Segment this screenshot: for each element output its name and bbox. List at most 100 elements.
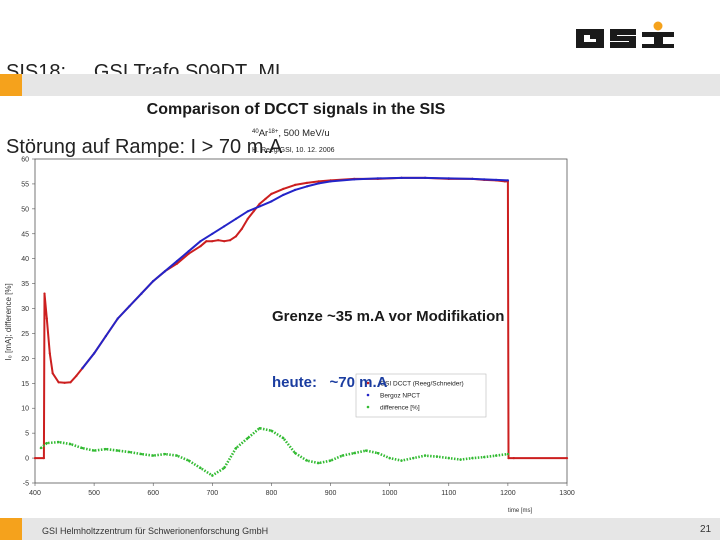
x-tick-label: 1000 [382, 490, 398, 497]
y-tick-label: 0 [25, 456, 29, 463]
series-point [353, 451, 356, 455]
x-tick-label: 1300 [559, 490, 575, 497]
legend-label-diff: difference [%] [380, 405, 420, 412]
series-point [400, 459, 403, 462]
series-point [75, 374, 78, 377]
chart-title: Comparison of DCCT signals in the SIS [147, 101, 446, 118]
series-point [246, 436, 249, 440]
series-point [294, 188, 297, 191]
series-point [412, 456, 415, 460]
footer-accent-square [0, 518, 22, 540]
annotation-line-2: heute: ~70 m.A [272, 374, 388, 391]
y-tick-label: 50 [21, 206, 29, 213]
legend-label-dcct: GSI DCCT (Reeg/Schneider) [380, 381, 464, 388]
series-point [211, 232, 214, 235]
x-tick-label: 1100 [441, 490, 456, 497]
annotation-line-1: Grenze ~35 m.A vor Modifikation [272, 308, 505, 325]
legend-box [355, 373, 487, 418]
series-point [116, 317, 119, 320]
series-point [305, 181, 308, 184]
series-point [81, 446, 84, 450]
y-tick-label: 30 [21, 306, 29, 313]
series-point [229, 239, 232, 242]
series-point [317, 461, 320, 465]
series-point [506, 179, 509, 182]
series-point [388, 456, 391, 460]
y-tick-label: 20 [21, 356, 29, 363]
series-point [43, 292, 46, 295]
series-point [270, 200, 273, 203]
series-point [128, 304, 131, 308]
series-point [187, 252, 190, 255]
series-point [471, 177, 474, 180]
series-point [48, 352, 51, 355]
legend-marker-npct [366, 393, 370, 397]
series-point [471, 456, 474, 460]
series-point [246, 217, 249, 220]
series-point [447, 456, 450, 460]
series-point [104, 447, 108, 451]
series-point [152, 280, 155, 283]
annotation: Grenze ~35 m.A vor Modifikation heute: ~… [272, 262, 504, 416]
subtitle-mass: 40 [252, 129, 259, 135]
series-point [175, 262, 178, 265]
series-point [187, 250, 190, 253]
series-point [376, 177, 379, 180]
series-point [270, 192, 273, 195]
series-point [45, 441, 48, 445]
series-point [69, 442, 72, 446]
y-tick-label: 40 [21, 256, 29, 263]
series-point [116, 449, 120, 452]
subtitle-rest: , 500 MeV/u [278, 128, 329, 139]
series-point [223, 240, 226, 243]
series-point [187, 459, 190, 462]
series-point [104, 334, 107, 338]
series-point [92, 449, 96, 452]
series-point [39, 446, 43, 450]
y-tick-label: 45 [21, 231, 29, 238]
header-band [0, 74, 720, 96]
series-point [152, 454, 155, 457]
series-point [364, 449, 368, 452]
y-tick-label: -5 [23, 481, 29, 488]
series-point [376, 451, 379, 455]
series-point [217, 239, 220, 242]
series-point [234, 446, 238, 450]
series-point [329, 459, 332, 462]
gsi-logo [576, 21, 674, 48]
series-point [447, 177, 450, 180]
y-tick-label: 15 [21, 381, 29, 388]
series-point [459, 458, 462, 461]
series-point [246, 210, 249, 213]
x-tick-label: 1200 [500, 490, 516, 497]
dcct-comparison-chart: Comparison of DCCT signals in the SIS 40… [4, 101, 575, 514]
title-line-2: Störung auf Rampe: I > 70 m.A [6, 136, 283, 158]
series-point [234, 217, 238, 220]
series-point [63, 381, 66, 384]
series-point [506, 452, 510, 456]
y-tick-label: 5 [25, 431, 29, 438]
series-point [435, 455, 439, 458]
series-point [305, 459, 309, 462]
series-point [512, 457, 515, 460]
x-tick-label: 700 [206, 490, 218, 497]
series-point [33, 457, 37, 460]
series-point [163, 270, 167, 273]
series-point [51, 372, 54, 375]
legend-label-npct: Bergoz NPCT [380, 393, 420, 400]
series-point [140, 292, 143, 295]
chart-subtitle: 40Ar18+, 500 MeV/u [252, 128, 330, 139]
series-point [93, 352, 96, 355]
series-point [507, 457, 510, 460]
subtitle-ion: Ar [259, 128, 269, 139]
series-point [199, 245, 202, 248]
x-axis-label: time [ms] [508, 508, 533, 514]
subtitle-charge: 18+ [268, 129, 279, 135]
series-point [211, 474, 214, 477]
series-point [317, 182, 320, 185]
y-tick-label: 10 [21, 406, 29, 413]
series-point [128, 450, 131, 454]
series-point [282, 193, 285, 196]
series-point [252, 210, 255, 213]
legend-marker-diff [366, 405, 370, 409]
